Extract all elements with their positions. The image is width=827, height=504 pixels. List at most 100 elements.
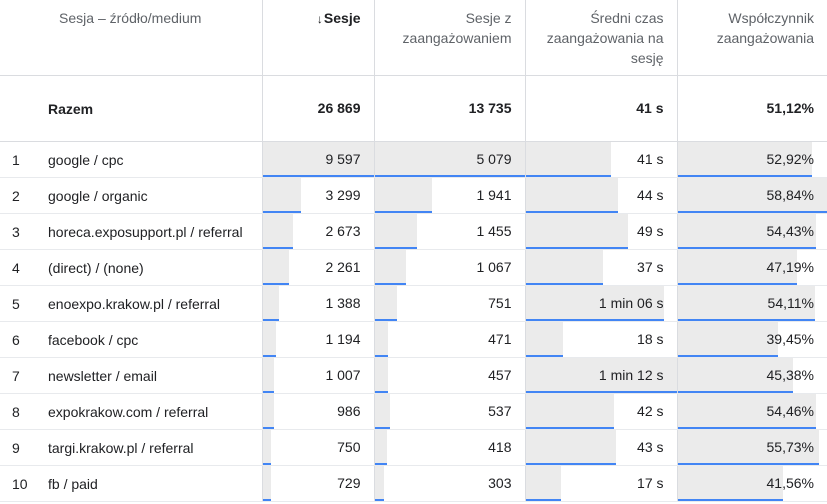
sessions-bar-line bbox=[262, 463, 272, 465]
engaged-value: 471 bbox=[488, 331, 512, 347]
source-cell[interactable]: 3 horeca.exposupport.pl / referral bbox=[0, 213, 263, 250]
source-medium-label: expokrakow.com / referral bbox=[48, 403, 209, 420]
rate-cell: 39,45% bbox=[677, 321, 827, 358]
table-row[interactable]: 6 facebook / cpc 1 194 471 18 s 39,45% bbox=[0, 321, 827, 358]
engaged-value: 1 455 bbox=[476, 223, 512, 239]
source-cell[interactable]: 4 (direct) / (none) bbox=[0, 249, 263, 286]
engaged-bar-line bbox=[374, 247, 418, 249]
rate-bar-line bbox=[677, 391, 793, 393]
avg-time-cell: 1 min 06 s bbox=[525, 285, 678, 322]
source-cell[interactable]: 1 google / cpc bbox=[0, 141, 263, 178]
source-medium-label: (direct) / (none) bbox=[48, 259, 144, 276]
row-index: 10 bbox=[12, 475, 28, 492]
avg-time-bar bbox=[525, 214, 629, 247]
rate-cell: 58,84% bbox=[677, 177, 827, 214]
sessions-value: 1 388 bbox=[325, 295, 361, 311]
table-row[interactable]: 4 (direct) / (none) 2 261 1 067 37 s 47,19% bbox=[0, 249, 827, 286]
source-cell[interactable]: 7 newsletter / email bbox=[0, 357, 263, 394]
source-medium-label: enoexpo.krakow.pl / referral bbox=[48, 295, 220, 312]
column-header-engagement-rate[interactable]: Współczynnik zaangażowania bbox=[677, 0, 827, 76]
source-cell[interactable]: 6 facebook / cpc bbox=[0, 321, 263, 358]
table-row[interactable]: 1 google / cpc 9 597 5 079 41 s 52,92% bbox=[0, 141, 827, 178]
rate-bar bbox=[677, 394, 816, 427]
avg-time-bar-line bbox=[525, 355, 564, 357]
engaged-bar bbox=[374, 394, 391, 427]
engaged-bar bbox=[374, 286, 397, 319]
rate-bar-line bbox=[677, 499, 784, 501]
sessions-cell: 2 673 bbox=[262, 213, 375, 250]
row-index: 1 bbox=[12, 151, 20, 168]
rate-bar bbox=[677, 358, 793, 391]
engaged-value: 751 bbox=[488, 295, 512, 311]
source-medium-label: newsletter / email bbox=[48, 367, 157, 384]
table-row[interactable]: 5 enoexpo.krakow.pl / referral 1 388 751 1 m… bbox=[0, 285, 827, 322]
engaged-bar-line bbox=[374, 175, 525, 177]
avg-time-cell: 1 min 12 s bbox=[525, 357, 678, 394]
table-row[interactable]: 2 google / organic 3 299 1 941 44 s 58,84% bbox=[0, 177, 827, 214]
totals-sessions: 26 869 bbox=[262, 75, 375, 142]
engaged-cell: 303 bbox=[374, 465, 526, 502]
totals-label: Razem bbox=[48, 100, 94, 117]
table-row[interactable]: 8 expokrakow.com / referral 986 537 42 s 54,4… bbox=[0, 393, 827, 430]
sessions-bar-line bbox=[262, 499, 271, 501]
engaged-cell: 1 455 bbox=[374, 213, 526, 250]
source-medium-label: google / cpc bbox=[48, 151, 124, 168]
table-row[interactable]: 9 targi.krakow.pl / referral 750 418 43 s 55,… bbox=[0, 429, 827, 466]
engaged-value: 418 bbox=[488, 439, 512, 455]
rate-value: 55,73% bbox=[766, 439, 814, 455]
rate-value: 58,84% bbox=[766, 187, 814, 203]
source-cell[interactable]: 8 expokrakow.com / referral bbox=[0, 393, 263, 430]
table-row[interactable]: 7 newsletter / email 1 007 457 1 min 12 s 45,… bbox=[0, 357, 827, 394]
table-row[interactable]: 3 horeca.exposupport.pl / referral 2 673 1 … bbox=[0, 213, 827, 250]
sessions-cell: 986 bbox=[262, 393, 375, 430]
sessions-bar-line bbox=[262, 355, 277, 357]
avg-time-cell: 41 s bbox=[525, 141, 678, 178]
source-medium-label: facebook / cpc bbox=[48, 331, 139, 348]
source-cell[interactable]: 2 google / organic bbox=[0, 177, 263, 214]
engaged-bar bbox=[374, 430, 387, 463]
engaged-bar bbox=[374, 214, 418, 247]
column-header-dimension[interactable]: Sesja – źródło/medium bbox=[0, 0, 263, 76]
rate-bar-line bbox=[677, 463, 820, 465]
engaged-bar bbox=[374, 466, 384, 499]
sessions-value: 2 261 bbox=[325, 259, 361, 275]
row-index: 3 bbox=[12, 223, 20, 240]
sessions-bar bbox=[262, 430, 272, 463]
avg-time-cell: 44 s bbox=[525, 177, 678, 214]
avg-time-value: 18 s bbox=[637, 331, 664, 347]
source-cell[interactable]: 9 targi.krakow.pl / referral bbox=[0, 429, 263, 466]
source-cell[interactable]: 10 fb / paid bbox=[0, 465, 263, 502]
source-medium-label: targi.krakow.pl / referral bbox=[48, 439, 194, 456]
engaged-value: 303 bbox=[488, 475, 512, 491]
rate-bar-line bbox=[677, 283, 798, 285]
sessions-bar-line bbox=[262, 211, 301, 213]
table-row[interactable]: 10 fb / paid 729 303 17 s 41,56% bbox=[0, 465, 827, 502]
avg-time-value: 41 s bbox=[637, 151, 664, 167]
sessions-value: 3 299 bbox=[325, 187, 361, 203]
avg-time-cell: 43 s bbox=[525, 429, 678, 466]
rate-bar bbox=[677, 178, 827, 211]
engaged-bar bbox=[374, 358, 388, 391]
rate-bar bbox=[677, 286, 816, 319]
rate-cell: 41,56% bbox=[677, 465, 827, 502]
engaged-cell: 1 941 bbox=[374, 177, 526, 214]
avg-time-bar-line bbox=[525, 427, 614, 429]
source-cell[interactable]: 5 enoexpo.krakow.pl / referral bbox=[0, 285, 263, 322]
rate-bar bbox=[677, 466, 784, 499]
avg-time-bar bbox=[525, 250, 604, 283]
rate-cell: 52,92% bbox=[677, 141, 827, 178]
avg-time-value: 1 min 06 s bbox=[598, 295, 664, 311]
sessions-bar-line bbox=[262, 391, 275, 393]
avg-time-bar bbox=[525, 358, 677, 391]
avg-time-bar-line bbox=[525, 391, 677, 393]
avg-time-bar-line bbox=[525, 463, 616, 465]
sessions-value: 2 673 bbox=[325, 223, 361, 239]
rate-value: 54,11% bbox=[767, 295, 814, 311]
sessions-value: 9 597 bbox=[325, 151, 361, 167]
engaged-value: 5 079 bbox=[476, 151, 512, 167]
column-header-avg-engagement-time[interactable]: Średni czas zaangażowania na sesję bbox=[525, 0, 678, 76]
column-header-engaged-sessions[interactable]: Sesje z zaangażowaniem bbox=[374, 0, 526, 76]
column-header-sessions[interactable]: ↓Sesje bbox=[262, 0, 375, 76]
avg-time-bar-line bbox=[525, 319, 664, 321]
